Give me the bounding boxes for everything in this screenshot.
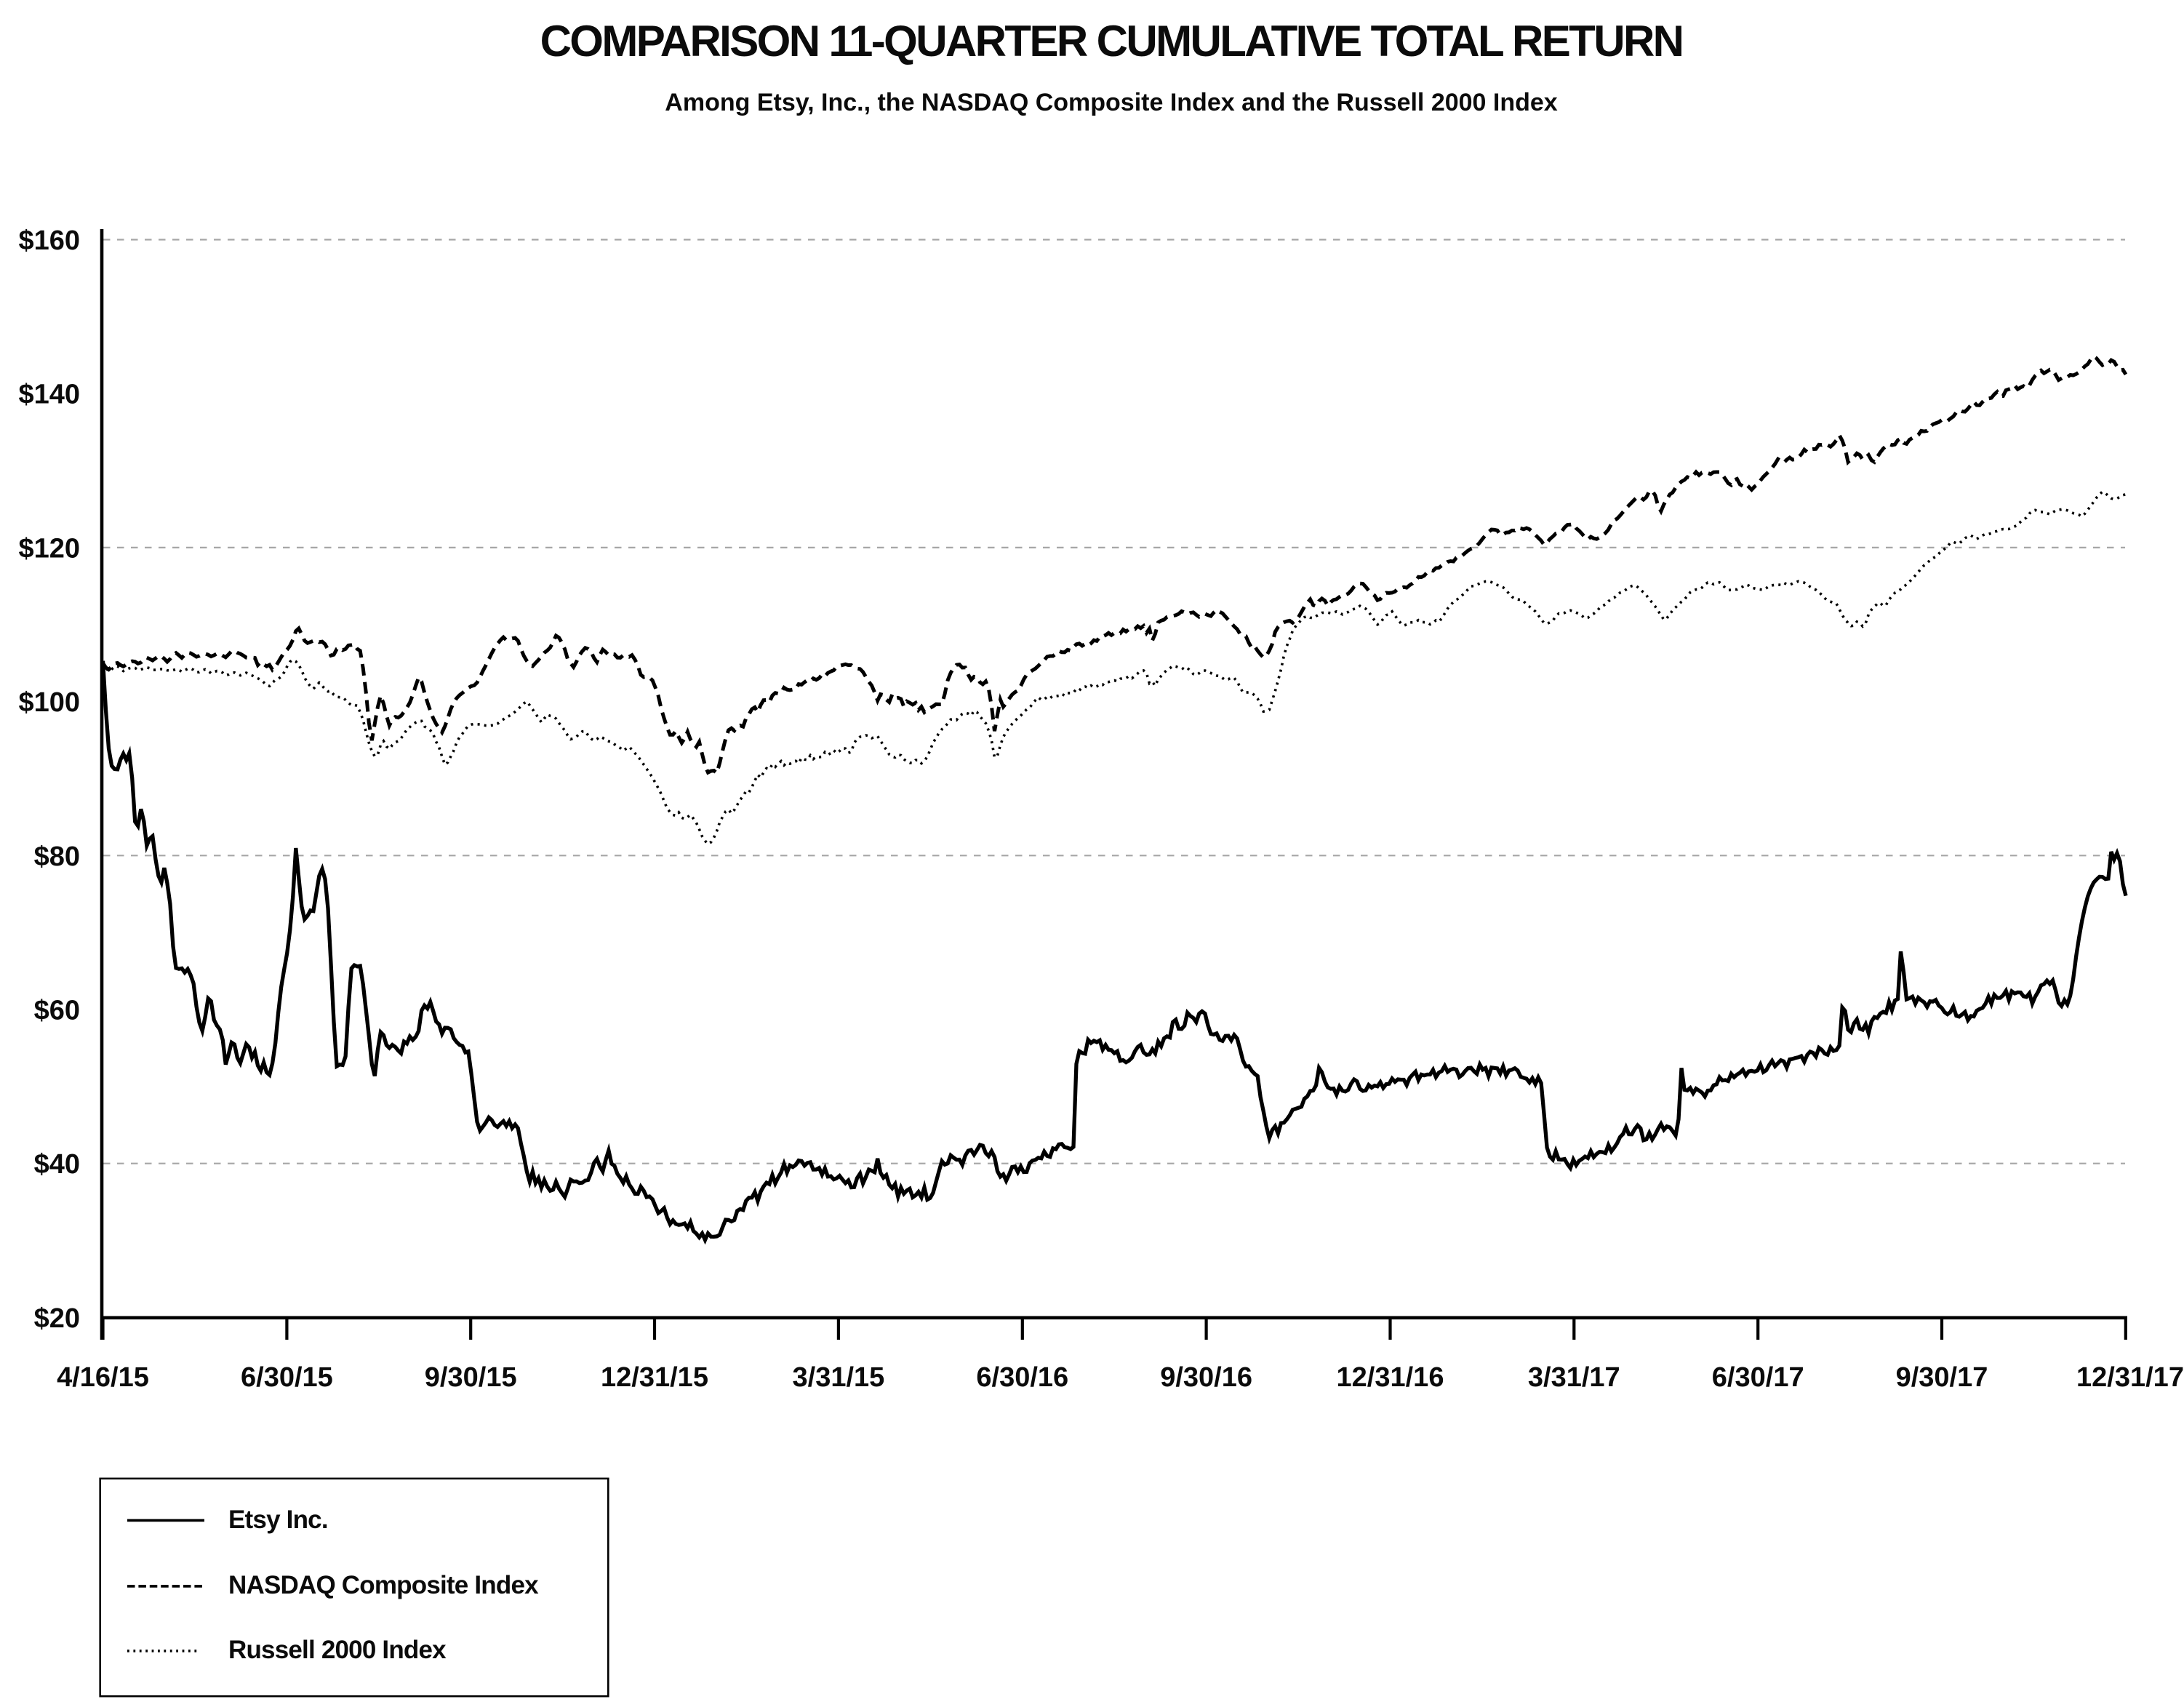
svg-text:9/30/17: 9/30/17 (1896, 1362, 1988, 1393)
svg-text:9/30/15: 9/30/15 (425, 1362, 517, 1393)
svg-text:12/31/15: 12/31/15 (601, 1362, 708, 1393)
svg-text:Among Etsy, Inc., the NASDAQ C: Among Etsy, Inc., the NASDAQ Composite I… (665, 89, 1557, 116)
svg-text:$100: $100 (18, 687, 80, 718)
svg-text:Etsy Inc.: Etsy Inc. (228, 1506, 328, 1534)
svg-text:$120: $120 (18, 533, 80, 564)
svg-text:COMPARISON 11-QUARTER CUMULATI: COMPARISON 11-QUARTER CUMULATIVE TOTAL R… (540, 17, 1683, 65)
svg-text:$20: $20 (34, 1303, 80, 1334)
svg-text:3/31/17: 3/31/17 (1528, 1362, 1620, 1393)
svg-text:$60: $60 (34, 996, 80, 1026)
svg-text:$80: $80 (34, 841, 80, 872)
svg-text:$40: $40 (34, 1149, 80, 1180)
svg-text:Russell 2000 Index: Russell 2000 Index (228, 1636, 447, 1664)
svg-text:6/30/17: 6/30/17 (1712, 1362, 1804, 1393)
svg-text:12/31/17: 12/31/17 (2076, 1362, 2184, 1393)
svg-text:6/30/15: 6/30/15 (241, 1362, 333, 1393)
svg-text:6/30/16: 6/30/16 (976, 1362, 1068, 1393)
svg-text:12/31/16: 12/31/16 (1337, 1362, 1444, 1393)
svg-text:4/16/15: 4/16/15 (57, 1362, 149, 1393)
svg-text:3/31/15: 3/31/15 (793, 1362, 885, 1393)
svg-text:$160: $160 (18, 225, 80, 256)
svg-text:NASDAQ Composite Index: NASDAQ Composite Index (228, 1571, 539, 1599)
svg-text:9/30/16: 9/30/16 (1160, 1362, 1252, 1393)
svg-text:$140: $140 (18, 380, 80, 410)
